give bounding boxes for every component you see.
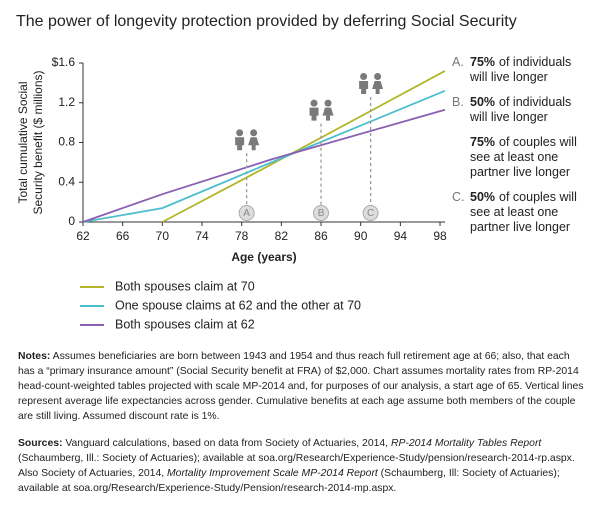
side-note-pct: 50% bbox=[470, 190, 495, 204]
person-body bbox=[248, 137, 260, 151]
series-line bbox=[161, 70, 446, 223]
sources-label: Sources: bbox=[18, 438, 63, 449]
side-note-letter: B. bbox=[452, 95, 464, 109]
x-axis-label: Age (years) bbox=[231, 250, 296, 264]
person-body bbox=[309, 107, 319, 121]
notes-text: Assumes beneficiaries are born between 1… bbox=[18, 351, 584, 422]
person-body bbox=[322, 107, 334, 121]
y-axis-label: Security benefit ($ millions) bbox=[31, 70, 45, 214]
x-tick-label: 66 bbox=[116, 229, 130, 243]
x-tick-label: 94 bbox=[394, 229, 408, 243]
person-head bbox=[236, 129, 244, 137]
side-note: see at least one bbox=[470, 205, 558, 219]
sources-text: RP-2014 Mortality Tables Report bbox=[390, 438, 542, 449]
side-note: will live longer bbox=[469, 110, 548, 124]
side-note: 75% of couples will bbox=[470, 135, 577, 149]
x-tick-label: 86 bbox=[314, 229, 328, 243]
x-tick-label: 98 bbox=[433, 229, 447, 243]
couple-icon bbox=[309, 99, 334, 121]
marker-label: B bbox=[318, 208, 325, 219]
side-note-text: will live longer bbox=[469, 70, 548, 84]
notes-label: Notes: bbox=[18, 351, 51, 362]
series-line bbox=[82, 108, 446, 223]
x-tick-label: 78 bbox=[235, 229, 249, 243]
side-note: partner live longer bbox=[470, 165, 570, 179]
side-note-text: partner live longer bbox=[470, 165, 570, 179]
side-note-text: partner live longer bbox=[470, 220, 570, 234]
side-note: A. 75% of individuals bbox=[452, 55, 571, 69]
side-note-pct: 75% bbox=[470, 55, 495, 69]
y-axis-label: Total cumulative Social bbox=[16, 81, 30, 203]
side-note-text: of individuals bbox=[499, 55, 571, 69]
side-note-text: of individuals bbox=[499, 95, 571, 109]
legend-label: Both spouses claim at 70 bbox=[115, 279, 255, 293]
side-note: C. 50% of couples will bbox=[452, 190, 577, 204]
legend-label: Both spouses claim at 62 bbox=[115, 317, 255, 331]
marker-circle bbox=[362, 205, 379, 221]
sources: Sources: Vanguard calculations, based on… bbox=[18, 436, 584, 496]
side-note-text: see at least one bbox=[470, 150, 558, 164]
chart: The power of longevity protection provid… bbox=[16, 13, 577, 331]
x-tick-label: 70 bbox=[156, 229, 170, 243]
person-body bbox=[372, 80, 384, 94]
person-head bbox=[360, 72, 368, 80]
side-note-pct: 50% bbox=[470, 95, 495, 109]
side-note: will live longer bbox=[469, 70, 548, 84]
couple-icon bbox=[235, 129, 260, 151]
marker-circle bbox=[238, 205, 255, 221]
person-body bbox=[359, 80, 369, 94]
y-tick-label: 0.4 bbox=[58, 174, 75, 188]
side-note-text: will live longer bbox=[469, 110, 548, 124]
x-tick-label: 62 bbox=[76, 229, 90, 243]
y-tick-label: 1.2 bbox=[58, 95, 75, 109]
person-head bbox=[310, 99, 318, 107]
series-line bbox=[82, 89, 446, 223]
notes: Notes: Assumes beneficiaries are born be… bbox=[18, 349, 584, 424]
x-tick-label: 90 bbox=[354, 229, 368, 243]
sources-text: Vanguard calculations, based on data fro… bbox=[65, 438, 391, 449]
sources-text: (Schaumberg, Ill: Society of Actuaries);… bbox=[18, 468, 560, 494]
side-note: see at least one bbox=[470, 150, 558, 164]
side-note-letter: A. bbox=[452, 55, 464, 69]
person-head bbox=[250, 129, 258, 137]
side-note: B. 50% of individuals bbox=[452, 95, 571, 109]
marker-label: C bbox=[367, 208, 374, 219]
y-tick-label: 0.8 bbox=[58, 135, 75, 149]
sources-text: (Schaumberg, Ill.: Society of Actuaries)… bbox=[18, 453, 575, 479]
y-tick-label: 0 bbox=[68, 214, 75, 228]
sources-text: Mortality Improvement Scale MP-2014 Repo… bbox=[167, 468, 378, 479]
legend-label: One spouse claims at 62 and the other at… bbox=[115, 298, 361, 312]
side-note: partner live longer bbox=[470, 220, 570, 234]
x-tick-label: 82 bbox=[275, 229, 289, 243]
marker-label: A bbox=[243, 208, 250, 219]
y-tick-label: $1.6 bbox=[52, 55, 76, 69]
chart-title: The power of longevity protection provid… bbox=[16, 13, 517, 30]
couple-icon bbox=[359, 72, 384, 94]
person-body bbox=[235, 137, 245, 151]
marker-circle bbox=[313, 205, 330, 221]
side-note-letter: C. bbox=[452, 190, 465, 204]
side-note-text: of couples will bbox=[499, 135, 577, 149]
side-note-text: see at least one bbox=[470, 205, 558, 219]
x-tick-label: 74 bbox=[195, 229, 209, 243]
side-note-pct: 75% bbox=[470, 135, 495, 149]
person-head bbox=[374, 72, 382, 80]
person-head bbox=[324, 99, 332, 107]
side-note-text: of couples will bbox=[499, 190, 577, 204]
